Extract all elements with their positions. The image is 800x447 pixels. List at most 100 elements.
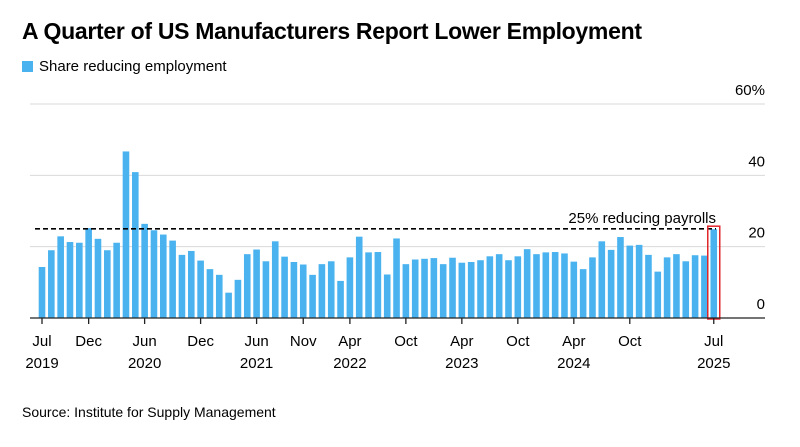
bar (178, 254, 186, 318)
y-tick-label: 40 (748, 153, 765, 170)
bar (337, 280, 344, 318)
x-tick-month: Jul (704, 333, 723, 350)
bar (327, 261, 335, 318)
bar (290, 262, 298, 318)
bar (411, 259, 419, 318)
x-tick-month: Dec (187, 333, 214, 350)
x-tick-month: Jun (133, 333, 157, 350)
bar (439, 264, 447, 318)
bar (645, 254, 652, 318)
bar (66, 242, 74, 318)
bar (533, 254, 540, 318)
y-tick-label: 0 (757, 296, 765, 313)
x-tick-month: Oct (394, 333, 418, 350)
bar (710, 229, 718, 318)
bar (309, 274, 316, 318)
x-tick-year: 2023 (445, 355, 478, 372)
bar (299, 264, 307, 318)
x-tick-year: 2025 (697, 355, 730, 372)
x-tick-month: Oct (506, 333, 530, 350)
bar (48, 250, 55, 318)
bar (663, 257, 671, 318)
legend: Share reducing employment (22, 58, 227, 75)
bar (626, 245, 634, 318)
bar (243, 254, 251, 318)
bar (374, 252, 382, 318)
bar (234, 279, 242, 318)
bar (393, 238, 400, 318)
x-tick-year: 2022 (333, 355, 366, 372)
bar (253, 249, 260, 318)
bar (159, 234, 167, 318)
bar (514, 256, 522, 318)
x-tick-year: 2021 (240, 355, 273, 372)
bar (262, 261, 270, 318)
bar (691, 255, 699, 318)
legend-swatch (22, 61, 33, 72)
bar (579, 269, 587, 318)
bar (598, 241, 606, 318)
bar (225, 292, 232, 318)
bar (430, 258, 438, 318)
bar (197, 260, 204, 318)
bar (523, 249, 531, 318)
bar (318, 264, 326, 318)
bar (701, 255, 708, 318)
bar (617, 237, 624, 318)
bar (346, 257, 354, 318)
bar (215, 274, 223, 318)
y-tick-label: 20 (748, 225, 765, 242)
bar (122, 151, 130, 318)
source-note: Source: Institute for Supply Management (22, 404, 276, 420)
bar (355, 236, 363, 318)
bar (383, 274, 391, 318)
bar (542, 252, 550, 318)
bar (589, 257, 596, 318)
bar (402, 264, 410, 318)
bar (635, 244, 643, 318)
bar (76, 242, 83, 318)
bar (495, 254, 503, 318)
bar (38, 266, 46, 318)
x-tick-month: Dec (75, 333, 102, 350)
bar (505, 260, 512, 318)
bar (150, 230, 158, 318)
bar (673, 254, 680, 318)
bar (561, 253, 568, 318)
bar (85, 228, 92, 318)
x-tick-year: 2020 (128, 355, 161, 372)
bar (607, 249, 615, 318)
bar (570, 261, 578, 318)
bar (551, 252, 559, 318)
x-tick-month: Jul (32, 333, 51, 350)
bar (486, 256, 494, 318)
bar (132, 172, 139, 318)
bar (57, 236, 64, 318)
legend-label: Share reducing employment (39, 58, 227, 75)
x-tick-month: Nov (290, 333, 317, 350)
x-tick-year: 2024 (557, 355, 590, 372)
x-tick-month: Oct (618, 333, 642, 350)
bar (94, 238, 102, 318)
bar (141, 223, 148, 318)
bar (682, 261, 690, 318)
bar (449, 257, 456, 318)
bar (169, 240, 176, 318)
x-tick-month: Apr (562, 333, 585, 350)
bar (421, 258, 428, 318)
bar (281, 256, 288, 318)
bar (477, 260, 484, 318)
x-tick-month: Apr (338, 333, 361, 350)
bar (206, 269, 214, 318)
chart-title: A Quarter of US Manufacturers Report Low… (22, 18, 642, 44)
bar (365, 252, 372, 318)
bar (458, 262, 466, 318)
y-tick-label: 60% (735, 82, 765, 99)
x-tick-year: 2019 (25, 355, 58, 372)
x-tick-month: Jun (244, 333, 268, 350)
bar (467, 262, 475, 318)
x-tick-month: Apr (450, 333, 473, 350)
bar (271, 241, 279, 318)
reference-line-label: 25% reducing payrolls (568, 210, 716, 227)
